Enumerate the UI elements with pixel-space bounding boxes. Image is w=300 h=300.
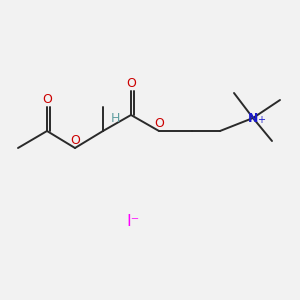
Text: I⁻: I⁻	[126, 214, 140, 230]
Text: O: O	[42, 93, 52, 106]
Text: O: O	[70, 134, 80, 147]
Text: O: O	[126, 77, 136, 90]
Text: O: O	[154, 117, 164, 130]
Text: H: H	[110, 112, 120, 124]
Text: N: N	[248, 112, 258, 124]
Text: +: +	[257, 115, 265, 125]
